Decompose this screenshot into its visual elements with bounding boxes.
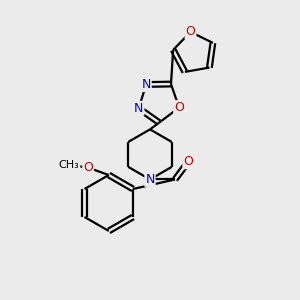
Text: N: N [145,173,155,186]
Text: O: O [183,155,193,168]
Text: CH₃: CH₃ [59,160,80,170]
Text: N: N [141,78,151,91]
Text: O: O [174,101,184,114]
Text: O: O [185,26,195,38]
Text: N: N [134,102,143,115]
Text: O: O [83,161,93,174]
